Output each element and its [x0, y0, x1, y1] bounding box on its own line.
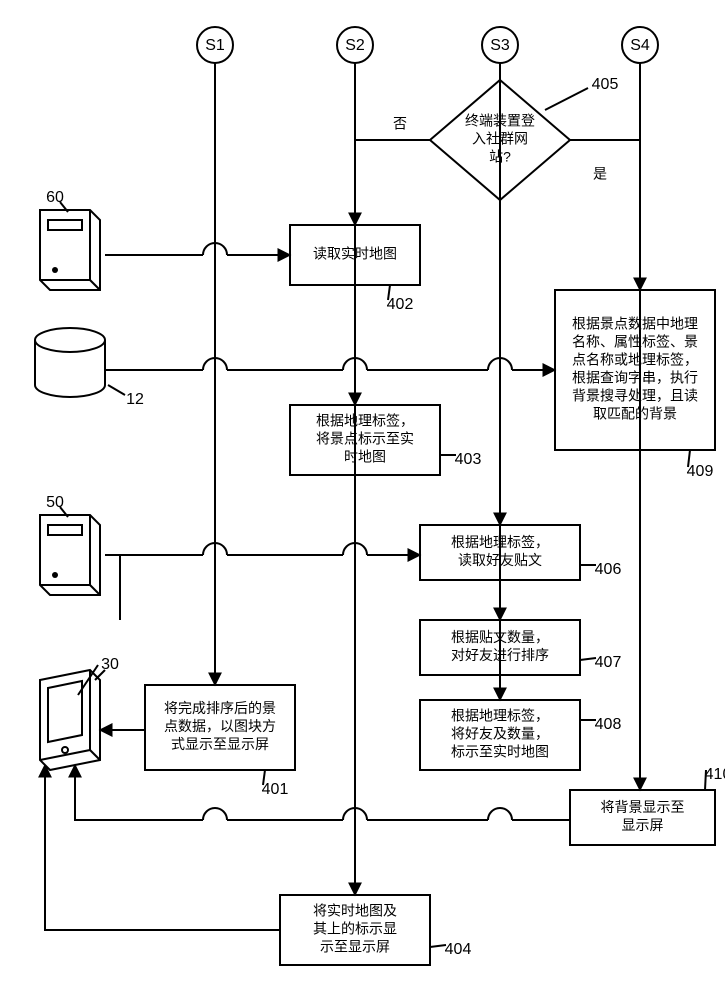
node-ref-label: 406	[595, 561, 622, 578]
lane-header-label: S4	[630, 37, 650, 54]
node-text: 将背景显示至	[601, 799, 685, 815]
tablet-icon: 30	[40, 656, 119, 770]
node-b410: 将背景显示至显示屏 410	[570, 766, 725, 845]
decision-yes-label: 是	[593, 166, 607, 182]
node-ref-label: 403	[455, 451, 482, 468]
node-text: 根据地理标签，	[316, 413, 414, 429]
lane-header-label: S2	[345, 37, 365, 54]
node-text: 点数据，以图块方	[164, 718, 276, 734]
node-text: 根据地理标签，	[451, 534, 549, 550]
decision-no-label: 否	[393, 116, 407, 132]
node-text: 将完成排序后的景	[164, 700, 276, 716]
node-text: 标示至实时地图	[451, 744, 549, 760]
node-text: 将景点标示至实	[316, 431, 414, 447]
node-ref-label: 405	[592, 76, 619, 93]
node-ref-label: 407	[595, 654, 622, 671]
node-ref-label: 402	[387, 296, 414, 313]
node-b408: 根据地理标签， 将好友及数量， 标示至实时地图 408	[420, 700, 621, 770]
node-text: 对好友进行排序	[451, 647, 549, 663]
node-text: 示至显示屏	[320, 939, 390, 955]
node-text: 将实时地图及	[313, 903, 397, 919]
node-b403: 根据地理标签， 将景点标示至实时地图 403	[290, 405, 481, 475]
node-text: 名称、属性标签、景	[572, 334, 698, 350]
node-text: 其上的标示显	[313, 921, 397, 937]
node-text: 背景搜寻处理，且读	[572, 388, 698, 404]
db12-label: 12	[126, 391, 144, 408]
node-ref-label: 401	[262, 781, 289, 798]
server-icon: 60	[40, 189, 100, 290]
node-b407: 根据贴文数量， 对好友进行排序 407	[420, 620, 621, 675]
node-ref-label: 410	[705, 766, 725, 783]
node-text: 显示屏	[622, 817, 664, 833]
node-text: 取匹配的背景	[593, 406, 677, 422]
node-text: 将好友及数量，	[451, 726, 549, 742]
lane-header-label: S3	[490, 37, 510, 54]
node-text: 站?	[489, 149, 511, 165]
node-text: 读取实时地图	[313, 246, 397, 262]
node-text: 根据贴文数量，	[451, 629, 549, 645]
node-b401: 将完成排序后的景点数据，以图块方式显示至显示屏 401	[145, 685, 295, 798]
node-text: 终端装置登	[465, 113, 535, 129]
node-text: 读取好友贴文	[458, 552, 542, 568]
node-ref-label: 408	[595, 716, 622, 733]
node-text: 时地图	[344, 449, 386, 465]
node-text: 点名称或地理标签，	[572, 352, 698, 368]
node-b404: 将实时地图及其上的标示显示至显示屏 404	[280, 895, 471, 965]
node-text: 式显示至显示屏	[171, 736, 269, 752]
node-text: 根据景点数据中地理	[572, 316, 698, 332]
database-icon: 12	[35, 328, 144, 408]
node-text: 根据查询字串，执行	[572, 370, 698, 386]
lane-header-label: S1	[205, 37, 225, 54]
server-icon: 50	[40, 494, 100, 595]
node-ref-label: 409	[687, 463, 714, 480]
node-b409: 根据景点数据中地理名称、属性标签、景点名称或地理标签， 根据查询字串，执行背景搜寻…	[555, 290, 715, 480]
node-text: 根据地理标签，	[451, 708, 549, 724]
node-b406: 根据地理标签， 读取好友贴文 406	[420, 525, 621, 580]
node-text: 入社群网	[472, 131, 528, 147]
node-d405: 终端装置登入社群网站? 405	[430, 76, 618, 200]
node-ref-label: 404	[445, 941, 472, 958]
